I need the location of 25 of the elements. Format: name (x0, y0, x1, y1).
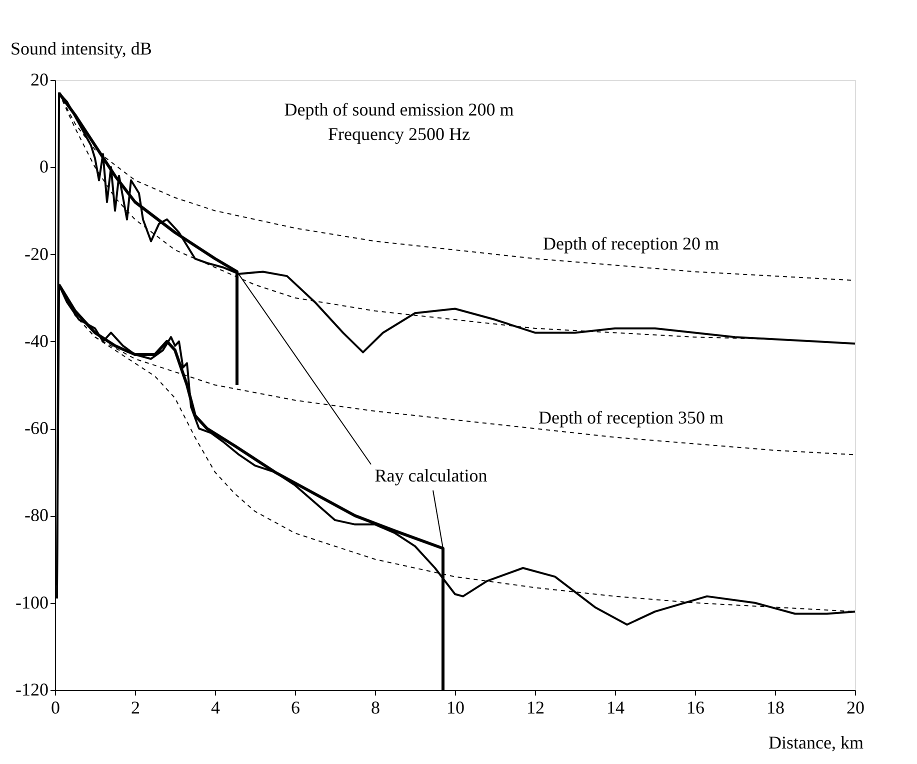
annotation: Depth of reception 350 m (538, 408, 724, 428)
annotation: Depth of reception 20 m (543, 234, 719, 254)
annotation: Ray calculation (374, 465, 488, 486)
x-tick-label: 10 (446, 698, 464, 718)
y-tick-label: 20 (30, 70, 48, 90)
y-tick-label: -120 (16, 680, 48, 700)
x-tick-label: 4 (211, 698, 220, 718)
x-tick-label: 14 (606, 698, 624, 718)
y-tick-label: -100 (16, 592, 48, 612)
x-tick-label: 20 (846, 698, 864, 718)
x-tick-label: 2 (131, 698, 140, 718)
x-axis-title: Distance, km (768, 732, 864, 752)
x-tick-label: 6 (291, 698, 300, 718)
y-tick-label: -20 (24, 244, 48, 264)
x-tick-label: 16 (686, 698, 704, 718)
y-axis-title: Sound intensity, dB (10, 38, 152, 58)
y-tick-label: -40 (24, 330, 48, 351)
y-tick-label: 0 (40, 156, 48, 177)
annotation: Frequency 2500 Hz (328, 124, 470, 144)
x-tick-label: 8 (371, 698, 380, 718)
y-tick-label: -80 (24, 505, 48, 526)
x-tick-label: 12 (526, 698, 544, 718)
annotation: Depth of sound emission 200 m (284, 100, 514, 120)
x-tick-label: 18 (766, 698, 784, 718)
y-tick-label: -60 (24, 418, 48, 438)
